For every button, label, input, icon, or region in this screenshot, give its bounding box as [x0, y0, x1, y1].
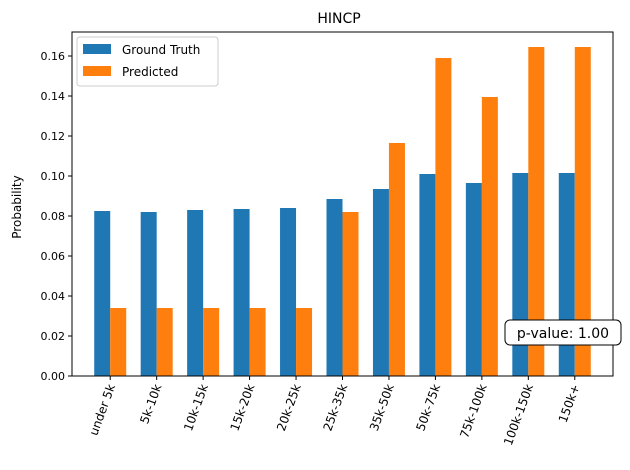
legend-label-predicted: Predicted: [122, 65, 178, 79]
x-tick-label: 25k-35k: [320, 382, 350, 433]
bar-predicted: [203, 308, 220, 376]
bar-predicted: [528, 47, 545, 376]
x-axis-ticks: under 5k 5k-10k 10k-15k 15k-20k 20k-25k 25k-3…: [87, 376, 583, 447]
bar-ground-truth: [326, 199, 343, 376]
legend-label-ground-truth: Ground Truth: [122, 43, 200, 57]
x-tick-label: 5k-10k: [137, 382, 164, 425]
y-tick-label: 0.14: [41, 90, 66, 103]
bar-predicted: [110, 308, 127, 376]
x-tick-label: 10k-15k: [181, 382, 211, 433]
legend-swatch-predicted: [83, 66, 111, 76]
legend-box: [76, 36, 219, 87]
x-tick-label: 35k-50k: [367, 382, 397, 433]
bar-ground-truth: [233, 209, 250, 376]
y-tick-label: 0.04: [41, 290, 66, 303]
legend-swatch-ground-truth: [83, 44, 111, 54]
bar-ground-truth: [419, 174, 436, 376]
bar-predicted: [296, 308, 313, 376]
legend: Ground Truth Predicted: [76, 36, 219, 87]
bars-group: [94, 47, 591, 376]
y-tick-label: 0.12: [41, 130, 66, 143]
bar-predicted: [156, 308, 173, 376]
x-tick-label: 50k-75k: [413, 382, 443, 433]
bar-predicted: [249, 308, 266, 376]
bar-predicted: [574, 47, 591, 376]
bar-ground-truth: [372, 189, 389, 376]
bar-predicted: [435, 58, 452, 376]
bar-ground-truth: [187, 210, 204, 376]
x-tick-label: 20k-25k: [274, 382, 304, 433]
bar-ground-truth: [280, 208, 297, 376]
bar-predicted: [481, 97, 498, 376]
annotation-text: p-value: 1.00: [517, 326, 609, 342]
y-axis-label: Probability: [10, 175, 24, 238]
y-tick-label: 0.10: [41, 170, 66, 183]
bar-ground-truth: [558, 173, 575, 376]
bar-ground-truth: [512, 173, 529, 376]
p-value-annotation: p-value: 1.00: [504, 319, 622, 346]
x-tick-label: 75k-100k: [457, 382, 489, 440]
bar-ground-truth: [140, 212, 157, 376]
bar-ground-truth: [465, 183, 482, 376]
annotation-box: [504, 319, 622, 346]
bar-ground-truth: [94, 211, 111, 376]
y-tick-label: 0.16: [41, 50, 66, 63]
y-tick-label: 0.06: [41, 250, 66, 263]
x-tick-label: 15k-20k: [228, 382, 258, 433]
y-tick-label: 0.08: [41, 210, 66, 223]
y-tick-label: 0.00: [41, 370, 66, 383]
bar-predicted: [342, 212, 359, 376]
y-axis-ticks: 0.00 0.02 0.04 0.06 0.08 0.10 0.12 0.14 0.16: [41, 50, 72, 383]
plot-frame: [71, 31, 614, 377]
x-tick-label: under 5k: [87, 382, 118, 437]
x-tick-label: 150k+: [556, 382, 583, 424]
y-tick-label: 0.02: [41, 330, 66, 343]
bar-predicted: [388, 143, 405, 376]
x-tick-label: 100k-150k: [501, 382, 536, 447]
chart-title: HINCP: [317, 11, 360, 27]
